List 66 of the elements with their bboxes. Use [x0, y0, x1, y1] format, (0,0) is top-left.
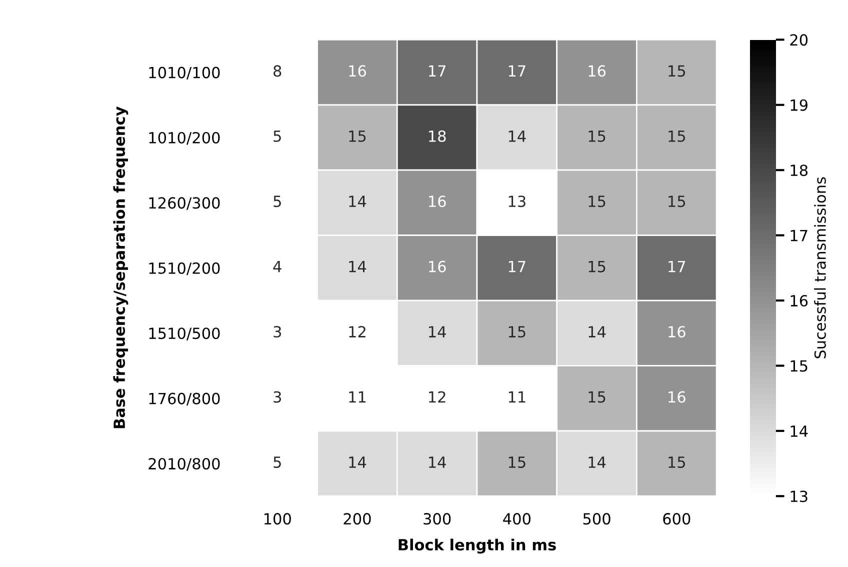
data-label: 11: [508, 391, 526, 403]
data-label: 15: [668, 196, 686, 208]
data-label: 12: [349, 326, 366, 338]
data-label: 16: [429, 260, 446, 272]
data-label: 3: [274, 326, 281, 338]
data-label: 5: [274, 456, 281, 468]
data-label: 14: [349, 456, 366, 468]
y-tick-label: 1510/500: [149, 328, 220, 340]
y-tick-label: 1260/300: [149, 197, 220, 210]
data-label: 14: [588, 456, 606, 468]
y-tick-label: 2010/800: [148, 458, 220, 471]
color-bar-title: Sucessful transmissions: [814, 177, 826, 358]
data-label: 14: [588, 326, 606, 338]
color-bar-label: 20: [790, 34, 808, 46]
y-tick-label: 1010/200: [149, 132, 220, 145]
color-bar-label: 13: [790, 490, 808, 502]
data-label: 14: [349, 260, 366, 272]
data-label: 17: [508, 260, 526, 272]
data-label: 13: [508, 196, 526, 208]
x-tick-label: 200: [344, 513, 371, 525]
data-label: 16: [349, 65, 366, 77]
data-label: 15: [588, 260, 606, 272]
data-label: 17: [508, 65, 526, 77]
data-label: 16: [588, 65, 606, 77]
data-label: 4: [273, 260, 282, 272]
data-label: 14: [508, 130, 526, 142]
data-label: 16: [668, 391, 686, 403]
color-bar-label: 19: [790, 99, 808, 111]
data-label: 14: [429, 456, 446, 468]
data-label: 14: [349, 196, 366, 207]
data-label: 15: [668, 456, 686, 468]
color-bar-label: 15: [790, 360, 808, 372]
x-tick-label: 400: [503, 513, 530, 525]
x-tick-label: 100: [264, 513, 291, 525]
data-label: 3: [274, 391, 281, 403]
data-label: 18: [429, 130, 446, 142]
data-label: 16: [429, 196, 446, 208]
data-label: 15: [508, 456, 526, 468]
y-axis-title: Base frequency/separation frequency: [113, 106, 128, 428]
y-tick-label: 1760/800: [149, 392, 220, 406]
data-label: 16: [668, 326, 686, 338]
color-bar-label: 14: [790, 426, 808, 437]
data-label: 12: [429, 391, 446, 403]
data-label: 15: [668, 130, 686, 142]
data-label: 14: [429, 326, 446, 338]
y-tick-label: 1510/200: [149, 262, 220, 276]
color-bar-label: 17: [790, 230, 808, 242]
data-label: 8: [274, 65, 282, 77]
data-label: 17: [668, 260, 686, 272]
x-tick-label: 500: [583, 513, 610, 525]
x-tick-label: 300: [424, 513, 451, 525]
data-label: 15: [588, 196, 606, 208]
y-tick-label: 1010/100: [149, 66, 220, 80]
data-label: 15: [588, 391, 606, 403]
data-label: 17: [429, 65, 446, 77]
data-label: 15: [588, 130, 606, 142]
data-label: 15: [508, 326, 526, 338]
color-bar-label: 18: [790, 164, 808, 176]
x-axis-title: Block length in ms: [398, 538, 556, 554]
data-label: 5: [274, 130, 281, 142]
color-bar-label: 16: [790, 294, 808, 307]
data-label: 15: [668, 65, 686, 77]
data-label: 5: [274, 196, 281, 208]
data-label: 15: [349, 130, 366, 142]
x-tick-label: 600: [663, 513, 690, 525]
data-label: 11: [349, 391, 366, 403]
